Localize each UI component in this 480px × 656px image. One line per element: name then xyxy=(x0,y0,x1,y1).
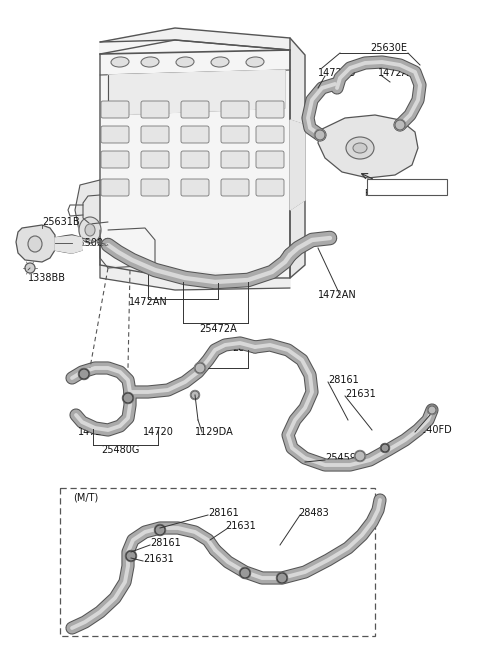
FancyBboxPatch shape xyxy=(101,101,129,118)
Circle shape xyxy=(240,568,250,578)
Ellipse shape xyxy=(246,57,264,67)
FancyBboxPatch shape xyxy=(141,126,169,143)
Text: 28161: 28161 xyxy=(208,508,239,518)
Text: 28483: 28483 xyxy=(298,508,329,518)
Ellipse shape xyxy=(28,236,42,252)
FancyBboxPatch shape xyxy=(181,179,209,196)
Circle shape xyxy=(355,451,365,462)
Circle shape xyxy=(428,405,436,415)
Circle shape xyxy=(428,406,436,414)
Ellipse shape xyxy=(353,143,367,153)
Circle shape xyxy=(395,119,406,131)
Circle shape xyxy=(395,120,405,130)
Text: 25631B: 25631B xyxy=(42,217,80,227)
Text: 1472AU: 1472AU xyxy=(378,68,417,78)
FancyBboxPatch shape xyxy=(101,151,129,168)
Circle shape xyxy=(314,129,325,140)
Text: 1472AU: 1472AU xyxy=(318,68,357,78)
FancyBboxPatch shape xyxy=(221,179,249,196)
Polygon shape xyxy=(16,225,55,262)
Text: 28161: 28161 xyxy=(150,538,181,548)
Ellipse shape xyxy=(211,57,229,67)
FancyBboxPatch shape xyxy=(101,126,129,143)
Circle shape xyxy=(195,363,205,373)
Polygon shape xyxy=(100,265,290,290)
Text: 28161: 28161 xyxy=(328,375,359,385)
Text: 21631: 21631 xyxy=(225,521,256,531)
Text: 1129DA: 1129DA xyxy=(195,427,234,437)
Circle shape xyxy=(191,391,199,399)
FancyBboxPatch shape xyxy=(141,179,169,196)
Text: 21631: 21631 xyxy=(345,389,376,399)
Circle shape xyxy=(381,444,389,452)
FancyBboxPatch shape xyxy=(256,179,284,196)
Text: (M/T): (M/T) xyxy=(73,493,98,503)
Text: 14720: 14720 xyxy=(78,427,108,437)
FancyBboxPatch shape xyxy=(181,101,209,118)
Circle shape xyxy=(191,390,200,400)
Polygon shape xyxy=(100,40,290,278)
FancyBboxPatch shape xyxy=(141,151,169,168)
Circle shape xyxy=(194,363,205,373)
Ellipse shape xyxy=(176,57,194,67)
Polygon shape xyxy=(318,115,418,178)
Circle shape xyxy=(126,551,136,561)
Circle shape xyxy=(123,393,133,403)
Ellipse shape xyxy=(79,217,101,243)
Ellipse shape xyxy=(25,263,35,273)
Polygon shape xyxy=(75,180,100,240)
Text: 25480G: 25480G xyxy=(101,445,139,455)
FancyBboxPatch shape xyxy=(181,151,209,168)
Circle shape xyxy=(315,130,325,140)
Polygon shape xyxy=(290,38,305,278)
Text: 1140FD: 1140FD xyxy=(415,425,453,435)
Ellipse shape xyxy=(346,137,374,159)
Text: 1338BB: 1338BB xyxy=(28,273,66,283)
Text: 25459B: 25459B xyxy=(325,453,363,463)
FancyBboxPatch shape xyxy=(181,126,209,143)
Ellipse shape xyxy=(141,57,159,67)
Text: REF.28-283B: REF.28-283B xyxy=(364,188,420,197)
Text: 14720: 14720 xyxy=(143,427,173,437)
Text: 21631: 21631 xyxy=(143,554,174,564)
Text: 28483: 28483 xyxy=(233,343,264,353)
FancyBboxPatch shape xyxy=(101,179,129,196)
Polygon shape xyxy=(108,70,285,115)
Text: 25630E: 25630E xyxy=(370,43,407,53)
Circle shape xyxy=(381,443,389,453)
Polygon shape xyxy=(290,120,305,210)
Circle shape xyxy=(276,573,288,583)
FancyBboxPatch shape xyxy=(60,488,375,636)
Circle shape xyxy=(79,369,89,380)
FancyBboxPatch shape xyxy=(256,101,284,118)
Polygon shape xyxy=(100,28,290,54)
FancyBboxPatch shape xyxy=(141,101,169,118)
Circle shape xyxy=(122,392,133,403)
Circle shape xyxy=(277,573,287,583)
Polygon shape xyxy=(55,236,82,253)
Text: 25472A: 25472A xyxy=(199,324,237,334)
Text: 25500A: 25500A xyxy=(72,238,109,248)
Circle shape xyxy=(155,525,165,535)
Circle shape xyxy=(79,369,89,379)
FancyBboxPatch shape xyxy=(367,179,447,195)
Circle shape xyxy=(355,451,365,461)
FancyBboxPatch shape xyxy=(221,151,249,168)
Circle shape xyxy=(240,567,251,579)
Ellipse shape xyxy=(85,224,95,236)
Circle shape xyxy=(155,525,166,535)
Ellipse shape xyxy=(111,57,129,67)
FancyBboxPatch shape xyxy=(221,126,249,143)
FancyBboxPatch shape xyxy=(256,151,284,168)
Text: 1472AN: 1472AN xyxy=(129,297,168,307)
FancyBboxPatch shape xyxy=(256,126,284,143)
Text: 1472AN: 1472AN xyxy=(318,290,357,300)
Circle shape xyxy=(125,550,136,562)
FancyBboxPatch shape xyxy=(221,101,249,118)
